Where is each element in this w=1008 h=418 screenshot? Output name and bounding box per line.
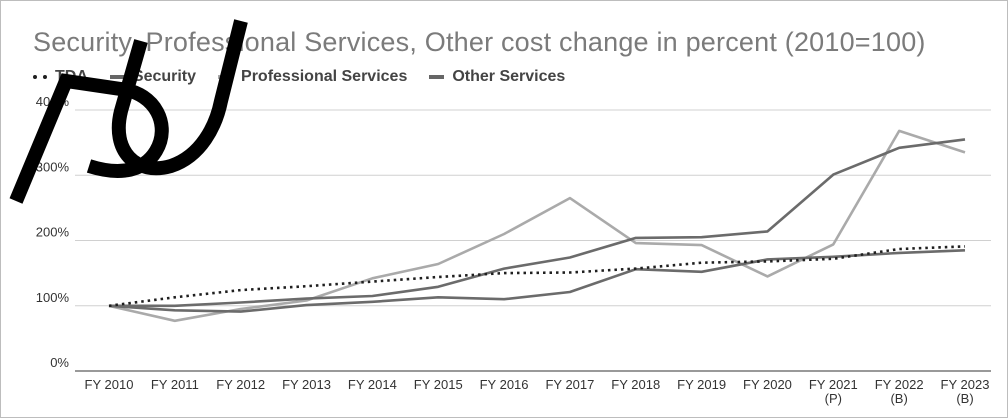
x-tick-label: FY 2012 <box>216 377 265 392</box>
x-tick-label: FY 2021 <box>809 377 858 392</box>
legend-item-other-services: Other Services <box>429 68 565 86</box>
x-tick-label: FY 2018 <box>611 377 660 392</box>
x-tick-sublabel: (B) <box>956 391 973 406</box>
x-tick-label: FY 2023 <box>941 377 990 392</box>
x-tick-label: FY 2020 <box>743 377 792 392</box>
x-tick-label: FY 2014 <box>348 377 397 392</box>
x-tick-sublabel: (B) <box>890 391 907 406</box>
x-tick-label: FY 2013 <box>282 377 331 392</box>
x-tick-label: FY 2022 <box>875 377 924 392</box>
x-tick-label: FY 2016 <box>480 377 529 392</box>
legend-label-professional-services: Professional Services <box>241 68 408 85</box>
x-tick-label: FY 2011 <box>151 377 199 392</box>
x-tick-sublabel: (P) <box>825 391 842 406</box>
x-tick-label: FY 2010 <box>85 377 134 392</box>
y-tick-label: 200% <box>36 225 70 240</box>
legend-swatch-other-services <box>429 75 445 79</box>
legend-label-other-services: Other Services <box>452 68 566 85</box>
y-tick-label: 400% <box>36 94 70 109</box>
y-tick-label: 0% <box>50 355 69 370</box>
series-line-professional-services <box>108 129 966 323</box>
x-tick-label: FY 2017 <box>545 377 594 392</box>
x-tick-label: FY 2015 <box>414 377 463 392</box>
series-line-other-services <box>109 138 966 308</box>
series-line-security <box>108 249 966 313</box>
x-tick-label: FY 2019 <box>677 377 726 392</box>
y-tick-label: 300% <box>36 159 70 174</box>
series-line-tda <box>108 245 966 308</box>
y-tick-label: 100% <box>36 290 70 305</box>
